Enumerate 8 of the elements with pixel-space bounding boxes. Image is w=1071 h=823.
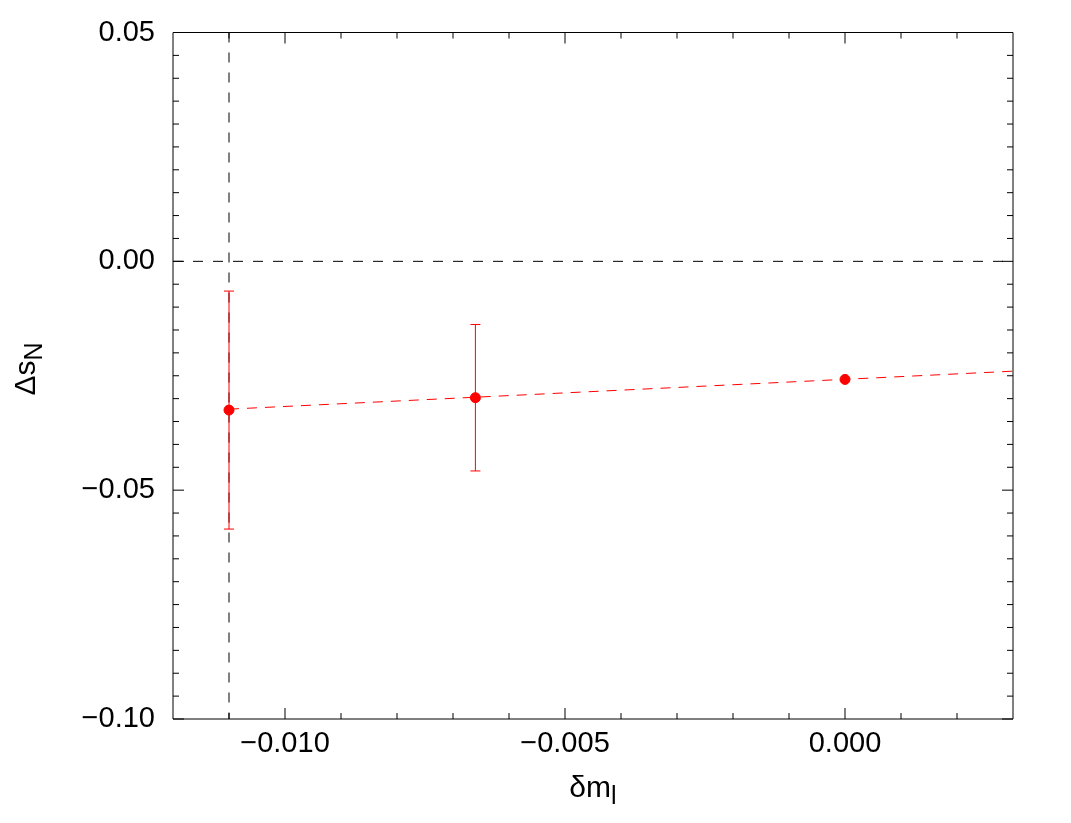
y-tick-label: 0.00 (98, 243, 155, 276)
y-tick-label: −0.10 (81, 701, 155, 733)
y-tick-label: −0.05 (81, 472, 155, 505)
x-tick-label: 0.000 (808, 725, 882, 758)
x-tick-label: −0.010 (240, 725, 330, 758)
y-tick-label: 0.05 (98, 14, 155, 47)
x-axis-title: δm$_{l}$ (569, 770, 617, 809)
x-tick-label: −0.005 (520, 725, 610, 758)
